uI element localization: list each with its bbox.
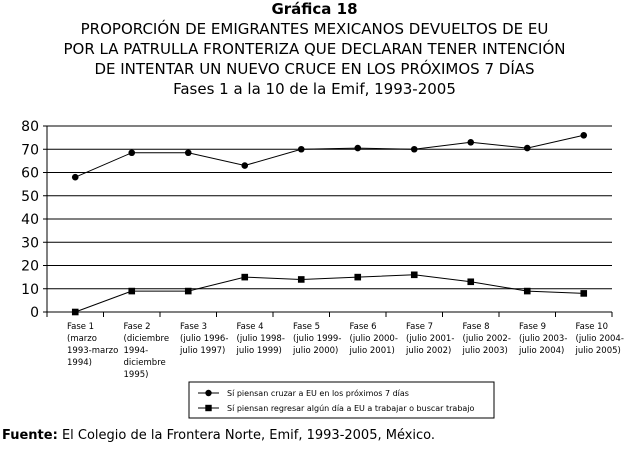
- x-category-label-line: Fase 9: [519, 322, 546, 332]
- x-category-label: Fase 6 (julio 2000- julio 2001): [349, 322, 398, 356]
- legend-label-2: Sí piensan regresar algún día a EU a tra…: [227, 404, 475, 413]
- series-1-point: [467, 138, 475, 146]
- x-category-label-line: Fase 8: [463, 322, 490, 332]
- chart-title-line-2: POR LA PATRULLA FRONTERIZA QUE DECLARAN …: [63, 40, 566, 58]
- series-1-point: [410, 145, 418, 153]
- y-tick-label: 10: [21, 282, 39, 298]
- x-category-label: Fase 2 (diciembre 1994- diciembre 1995): [124, 322, 170, 380]
- x-category-label: Fase 5 (julio 1999- julio 2000): [292, 322, 341, 356]
- x-category-label-line: (julio 2001-: [406, 334, 454, 344]
- x-category-label-line: (julio 2000-: [350, 334, 398, 344]
- series-line-1: [75, 134, 584, 178]
- x-category-label-line: (julio 1999-: [293, 334, 341, 344]
- chart-title-line-3: DE INTENTAR UN NUEVO CRUCE EN LOS PRÓXIM…: [94, 60, 535, 78]
- chart-title-line-1: PROPORCIÓN DE EMIGRANTES MEXICANOS DEVUE…: [80, 20, 549, 38]
- series-2-point: [523, 287, 531, 295]
- series-2-point: [410, 271, 418, 279]
- series-1-point: [523, 144, 531, 152]
- y-tick-label: 50: [21, 189, 39, 205]
- x-category-label-line: Fase 2: [124, 322, 151, 332]
- source-note: Fuente: El Colegio de la Frontera Norte,…: [2, 428, 435, 443]
- x-category-label-line: Fase 1: [67, 322, 94, 332]
- x-category-label-line: 1995): [124, 370, 149, 380]
- series-1-point: [241, 162, 249, 169]
- chart-titles: Gráfica 18 PROPORCIÓN DE EMIGRANTES MEXI…: [0, 0, 629, 99]
- chart-subtitle: Fases 1 a la 10 de la Emif, 1993-2005: [173, 80, 456, 98]
- series-1-point: [297, 145, 305, 153]
- x-category-label: Fase 4 (julio 1998- julio 1999): [236, 322, 285, 356]
- x-category-label-line: Fase 6: [350, 322, 377, 332]
- y-tick-label: 70: [21, 142, 39, 158]
- x-category-label: Fase 10 (julio 2004- julio 2005): [575, 322, 624, 356]
- x-category-label-line: julio 1999): [236, 346, 282, 356]
- x-category-label-line: 1994-: [124, 346, 149, 356]
- source-text: El Colegio de la Frontera Norte, Emif, 1…: [61, 428, 436, 443]
- series-1-point: [354, 144, 362, 152]
- x-category-label-line: (julio 2004-: [576, 334, 624, 344]
- series-2-point: [241, 273, 249, 281]
- y-tick-label: 40: [21, 212, 39, 228]
- series-2-point: [297, 276, 305, 283]
- legend-box: [188, 381, 495, 419]
- x-category-label-line: (julio 1998-: [237, 334, 285, 344]
- x-category-label: Fase 1 (marzo 1993-marzo 1994): [67, 322, 118, 368]
- x-category-label-line: (julio 1996-: [180, 334, 228, 344]
- x-category-label-line: (julio 2002-: [463, 334, 511, 344]
- legend-marker-square: [205, 404, 212, 412]
- y-tick-label: 20: [21, 259, 39, 275]
- x-category-label-line: julio 2002): [405, 346, 451, 356]
- x-category-label-line: Fase 10: [576, 322, 609, 332]
- series-2-point: [71, 308, 79, 316]
- series-2-point: [184, 287, 192, 295]
- x-category-label-line: (julio 2003-: [519, 334, 567, 344]
- x-category-label-line: (diciembre: [124, 334, 170, 344]
- y-tick-label: 60: [21, 166, 39, 182]
- x-category-label: Fase 9 (julio 2003- julio 2004): [518, 322, 567, 356]
- line-chart: 0 10 20 30 40 50 60 70 80 Fase 1 (marzo 1993-marzo 1…: [21, 119, 624, 419]
- x-category-label-line: julio 2004): [518, 346, 564, 356]
- series-2-point: [354, 273, 362, 281]
- series-2-point: [580, 290, 588, 297]
- legend-label-1: Sí piensan cruzar a EU en los próximos 7…: [227, 388, 409, 398]
- x-category-label: Fase 7 (julio 2001- julio 2002): [405, 322, 454, 356]
- x-category-label-line: julio 2003): [462, 346, 508, 356]
- x-category-label-line: (marzo: [67, 334, 97, 344]
- series-1-point: [128, 149, 136, 157]
- x-category-label-line: julio 2000): [292, 346, 338, 356]
- x-category-label-line: Fase 7: [406, 322, 433, 332]
- y-tick-label: 80: [21, 119, 39, 135]
- x-category-label-line: julio 2001): [349, 346, 395, 356]
- y-tick-label: 0: [30, 305, 39, 321]
- x-category-label: Fase 8 (julio 2002- julio 2003): [462, 322, 511, 356]
- series-1-point: [71, 173, 79, 181]
- x-category-label: Fase 3 (julio 1996- julio 1997): [179, 322, 228, 356]
- x-category-label-line: Fase 3: [180, 322, 207, 332]
- series-1-point: [184, 149, 192, 157]
- x-category-label-line: 1994): [67, 358, 92, 368]
- series-line-2: [75, 274, 584, 313]
- chart-caption: Gráfica 18: [271, 0, 358, 18]
- x-category-label-line: Fase 5: [293, 322, 320, 332]
- series-2-point: [128, 287, 136, 295]
- x-category-label-line: Fase 4: [237, 322, 264, 332]
- x-category-label-line: diciembre: [124, 358, 166, 368]
- x-category-label-line: julio 1997): [179, 346, 225, 356]
- source-label: Fuente:: [2, 428, 58, 443]
- series-1-point: [580, 132, 588, 139]
- legend-marker-circle: [205, 389, 212, 397]
- y-tick-label: 30: [21, 235, 39, 251]
- series-2-point: [467, 278, 475, 286]
- x-category-label-line: 1993-marzo: [67, 346, 118, 356]
- x-category-label-line: julio 2005): [575, 346, 621, 356]
